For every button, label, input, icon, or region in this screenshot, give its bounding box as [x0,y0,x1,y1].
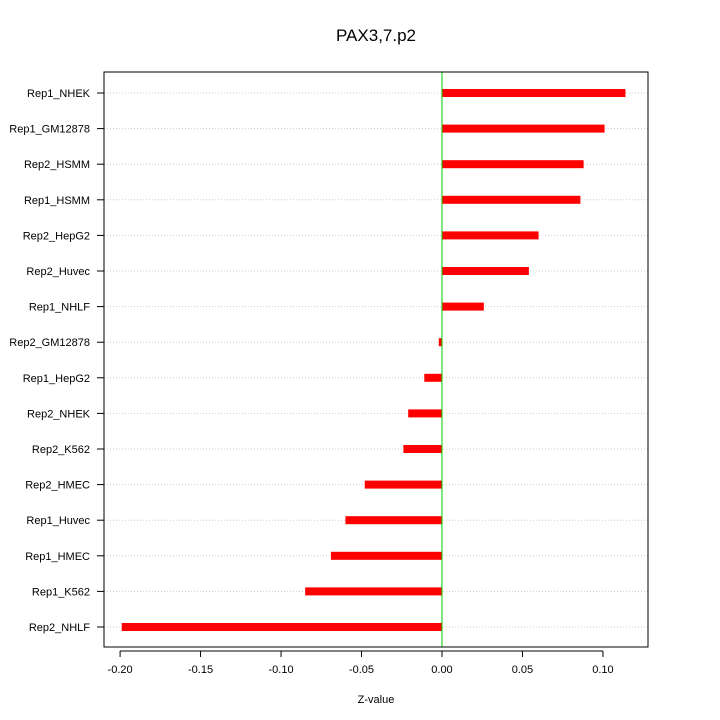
y-tick-label: Rep1_NHLF [29,302,90,314]
bar [305,587,442,596]
y-tick-label: Rep1_HSMM [24,195,90,207]
bar [441,160,584,169]
y-tick-label: Rep2_HMEC [25,480,90,492]
bar [345,516,442,525]
bar [441,124,605,133]
x-axis-label: Z-value [358,694,395,706]
bar [441,302,484,311]
y-tick-label: Rep1_K562 [32,586,90,598]
plot-frame [103,71,649,648]
bar [438,338,442,347]
y-tick-label: Rep2_HSMM [24,159,90,171]
bar [403,445,442,453]
y-tick-label: Rep2_HepG2 [23,230,90,242]
y-tick-label: Rep1_GM12878 [9,124,90,136]
y-tick-label: Rep2_K562 [32,444,90,456]
grid-lines [104,92,648,628]
bar [441,231,539,240]
x-tick-label: -0.20 [108,664,133,676]
y-tick-label: Rep1_HMEC [25,551,90,563]
y-tick-label: Rep1_Huvec [26,515,90,527]
bar [364,480,442,489]
y-tick-label: Rep2_GM12878 [9,337,90,349]
x-tick-label: -0.10 [269,664,294,676]
x-tick-label: 0.00 [431,664,452,676]
bar [121,623,442,631]
y-tick-label: Rep1_HepG2 [23,373,90,385]
x-axis: -0.20 -0.15 -0.10 -0.05 0.00 0.05 0.10 [108,650,614,676]
bar [441,89,626,97]
x-tick-label: -0.15 [188,664,213,676]
x-tick-label: 0.05 [512,664,533,676]
chart-title: PAX3,7.p2 [336,26,416,45]
x-tick-label: -0.05 [349,664,374,676]
y-tick-label: Rep1_NHEK [27,88,91,100]
bars [121,89,626,631]
y-axis-labels: Rep1_NHEK Rep1_GM12878 Rep2_HSMM Rep1_HSMM R… [9,88,104,634]
bar [441,267,529,275]
bar [424,373,442,382]
y-tick-label: Rep2_Huvec [26,266,90,278]
x-tick-label: 0.10 [592,664,613,676]
bar [408,409,442,418]
y-tick-label: Rep2_NHLF [29,622,90,634]
bar [441,195,581,204]
bar [330,551,442,560]
y-tick-label: Rep2_NHEK [27,408,91,420]
